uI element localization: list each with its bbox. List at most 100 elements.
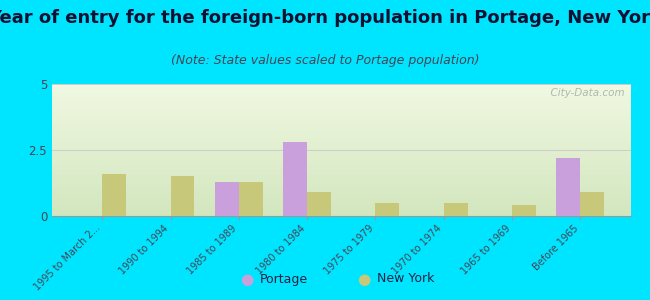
Bar — [52, 169, 630, 170]
Bar — [52, 202, 630, 203]
Bar — [52, 126, 630, 128]
Bar — [52, 98, 630, 100]
Bar — [52, 186, 630, 187]
Bar — [52, 160, 630, 162]
Bar — [52, 94, 630, 96]
Bar — [52, 87, 630, 88]
Bar — [52, 141, 630, 142]
Bar — [52, 113, 630, 114]
Bar — [52, 104, 630, 105]
Bar — [52, 153, 630, 154]
Bar — [52, 147, 630, 149]
Bar — [52, 125, 630, 126]
Bar — [52, 183, 630, 184]
Bar — [52, 150, 630, 151]
Bar — [52, 200, 630, 202]
Bar — [52, 212, 630, 213]
Bar — [52, 120, 630, 121]
Bar — [52, 164, 630, 166]
Bar — [444, 203, 467, 216]
Bar — [52, 142, 630, 143]
Bar — [52, 149, 630, 150]
Bar — [52, 190, 630, 191]
Bar — [52, 188, 630, 190]
Bar — [52, 180, 630, 182]
Bar — [52, 204, 630, 206]
Bar — [52, 140, 630, 141]
Bar — [52, 138, 630, 140]
Bar — [52, 187, 630, 188]
Bar — [52, 199, 630, 200]
Bar — [52, 162, 630, 163]
Bar — [52, 128, 630, 129]
Bar — [52, 175, 630, 176]
Bar — [52, 182, 630, 183]
Bar — [52, 92, 630, 93]
Bar — [52, 171, 630, 172]
Bar — [52, 136, 630, 137]
Bar — [52, 176, 630, 178]
Bar — [52, 145, 630, 146]
Bar — [102, 174, 126, 216]
Bar — [52, 91, 630, 92]
Bar — [52, 134, 630, 136]
Bar — [52, 89, 630, 91]
Bar — [512, 206, 536, 216]
Bar — [52, 93, 630, 94]
Text: Year of entry for the foreign-born population in Portage, New York: Year of entry for the foreign-born popul… — [0, 9, 650, 27]
Bar — [52, 130, 630, 131]
Bar — [52, 158, 630, 159]
Bar — [52, 192, 630, 194]
Bar — [52, 100, 630, 101]
Bar — [52, 110, 630, 112]
Bar — [52, 206, 630, 207]
Bar — [52, 211, 630, 212]
Bar — [52, 108, 630, 109]
Bar — [52, 170, 630, 171]
Bar — [52, 163, 630, 164]
Bar — [52, 154, 630, 155]
Bar — [52, 203, 630, 204]
Bar — [52, 131, 630, 133]
Bar — [52, 85, 630, 87]
Bar — [52, 166, 630, 167]
Bar — [170, 176, 194, 216]
Bar — [52, 167, 630, 169]
Bar — [52, 96, 630, 97]
Bar — [52, 208, 630, 209]
Bar — [52, 124, 630, 125]
Bar — [52, 155, 630, 157]
Bar — [215, 182, 239, 216]
Text: (Note: State values scaled to Portage population): (Note: State values scaled to Portage po… — [171, 54, 479, 67]
Bar — [52, 84, 630, 85]
Bar — [52, 196, 630, 197]
Bar — [52, 106, 630, 108]
Bar — [52, 197, 630, 199]
Bar — [52, 101, 630, 103]
Bar — [52, 137, 630, 138]
Bar — [52, 191, 630, 192]
Bar — [52, 174, 630, 175]
Bar — [52, 215, 630, 216]
Bar — [376, 203, 399, 216]
Bar — [52, 178, 630, 179]
Bar — [239, 182, 263, 216]
Bar — [52, 88, 630, 89]
Bar — [52, 122, 630, 124]
Bar — [52, 117, 630, 118]
Bar — [52, 105, 630, 106]
Bar — [52, 151, 630, 153]
Bar — [52, 112, 630, 113]
Bar — [52, 133, 630, 134]
Bar — [52, 109, 630, 110]
Bar — [52, 209, 630, 211]
Bar — [52, 116, 630, 117]
Bar — [556, 158, 580, 216]
Bar — [52, 143, 630, 145]
Text: City-Data.com: City-Data.com — [544, 88, 625, 98]
Text: New York: New York — [377, 272, 434, 286]
Bar — [52, 121, 630, 122]
Text: ●: ● — [358, 272, 370, 286]
Bar — [52, 213, 630, 215]
Bar — [52, 103, 630, 104]
